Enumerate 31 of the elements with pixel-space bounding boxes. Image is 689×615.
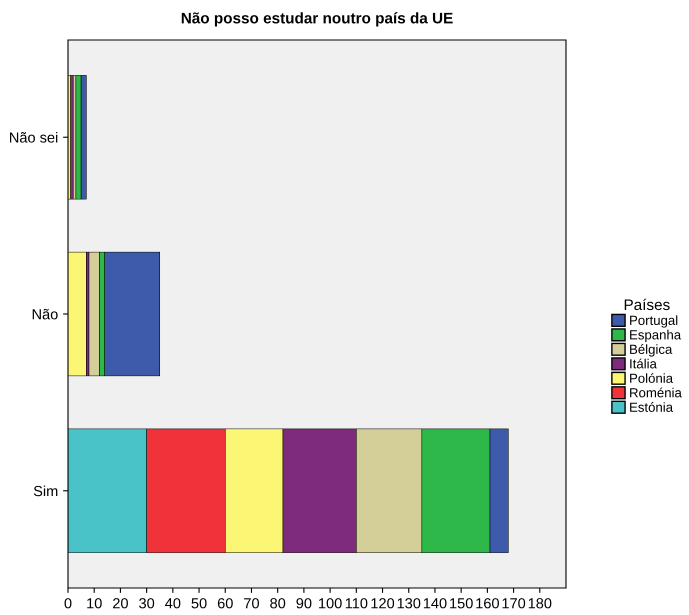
legend-label: Itália	[630, 358, 657, 368]
x-tick-label: 170	[502, 598, 526, 608]
legend-label: Portugal	[630, 315, 678, 328]
legend-label: Estónia	[630, 402, 674, 412]
x-tick-label: 180	[528, 598, 552, 608]
x-tick-label: 130	[398, 598, 420, 608]
legend-label: Polónia	[630, 373, 674, 383]
y-tick-label: Sim	[34, 485, 58, 496]
x-tick-label: 40	[165, 598, 180, 608]
x-tick-label: 70	[244, 598, 260, 608]
x-tick-label: 150	[450, 598, 473, 608]
x-tick-label: 140	[424, 598, 447, 608]
x-tick-label: 100	[319, 598, 342, 608]
legend-label: Bélgica	[630, 344, 672, 357]
x-tick-label: 90	[296, 598, 312, 608]
x-tick-label: 30	[139, 598, 154, 608]
x-tick-label: 50	[192, 598, 207, 608]
x-tick-label: 110	[346, 598, 368, 608]
legend-label: Roménia	[630, 388, 682, 398]
chart-title: Não posso estudar noutro país da UE	[182, 12, 453, 27]
x-tick-label: 80	[270, 598, 286, 608]
x-tick-label: 120	[371, 598, 394, 608]
x-tick-label: 0	[64, 598, 72, 608]
x-tick-label: 10	[87, 598, 102, 608]
legend-title: Países	[624, 298, 670, 310]
y-tick-label: Não sei	[10, 132, 58, 143]
x-tick-label: 20	[113, 598, 128, 608]
y-tick-label: Não	[32, 308, 58, 320]
x-tick-label: 60	[218, 598, 233, 608]
x-tick-label: 160	[476, 598, 499, 608]
legend-label: Espanha	[630, 330, 682, 342]
